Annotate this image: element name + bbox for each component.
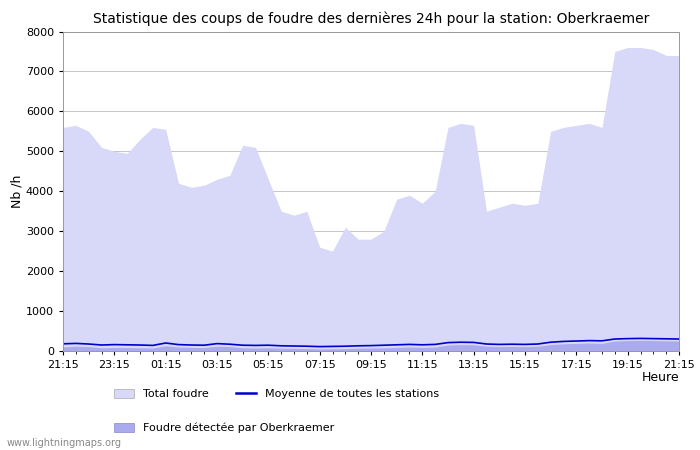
Title: Statistique des coups de foudre des dernières 24h pour la station: Oberkraemer: Statistique des coups de foudre des dern… xyxy=(93,12,649,26)
Legend: Foudre détectée par Oberkraemer: Foudre détectée par Oberkraemer xyxy=(114,423,334,433)
Legend: Total foudre, Moyenne de toutes les stations: Total foudre, Moyenne de toutes les stat… xyxy=(114,389,440,400)
Text: Heure: Heure xyxy=(641,371,679,384)
Y-axis label: Nb /h: Nb /h xyxy=(10,175,23,208)
Text: www.lightningmaps.org: www.lightningmaps.org xyxy=(7,438,122,448)
